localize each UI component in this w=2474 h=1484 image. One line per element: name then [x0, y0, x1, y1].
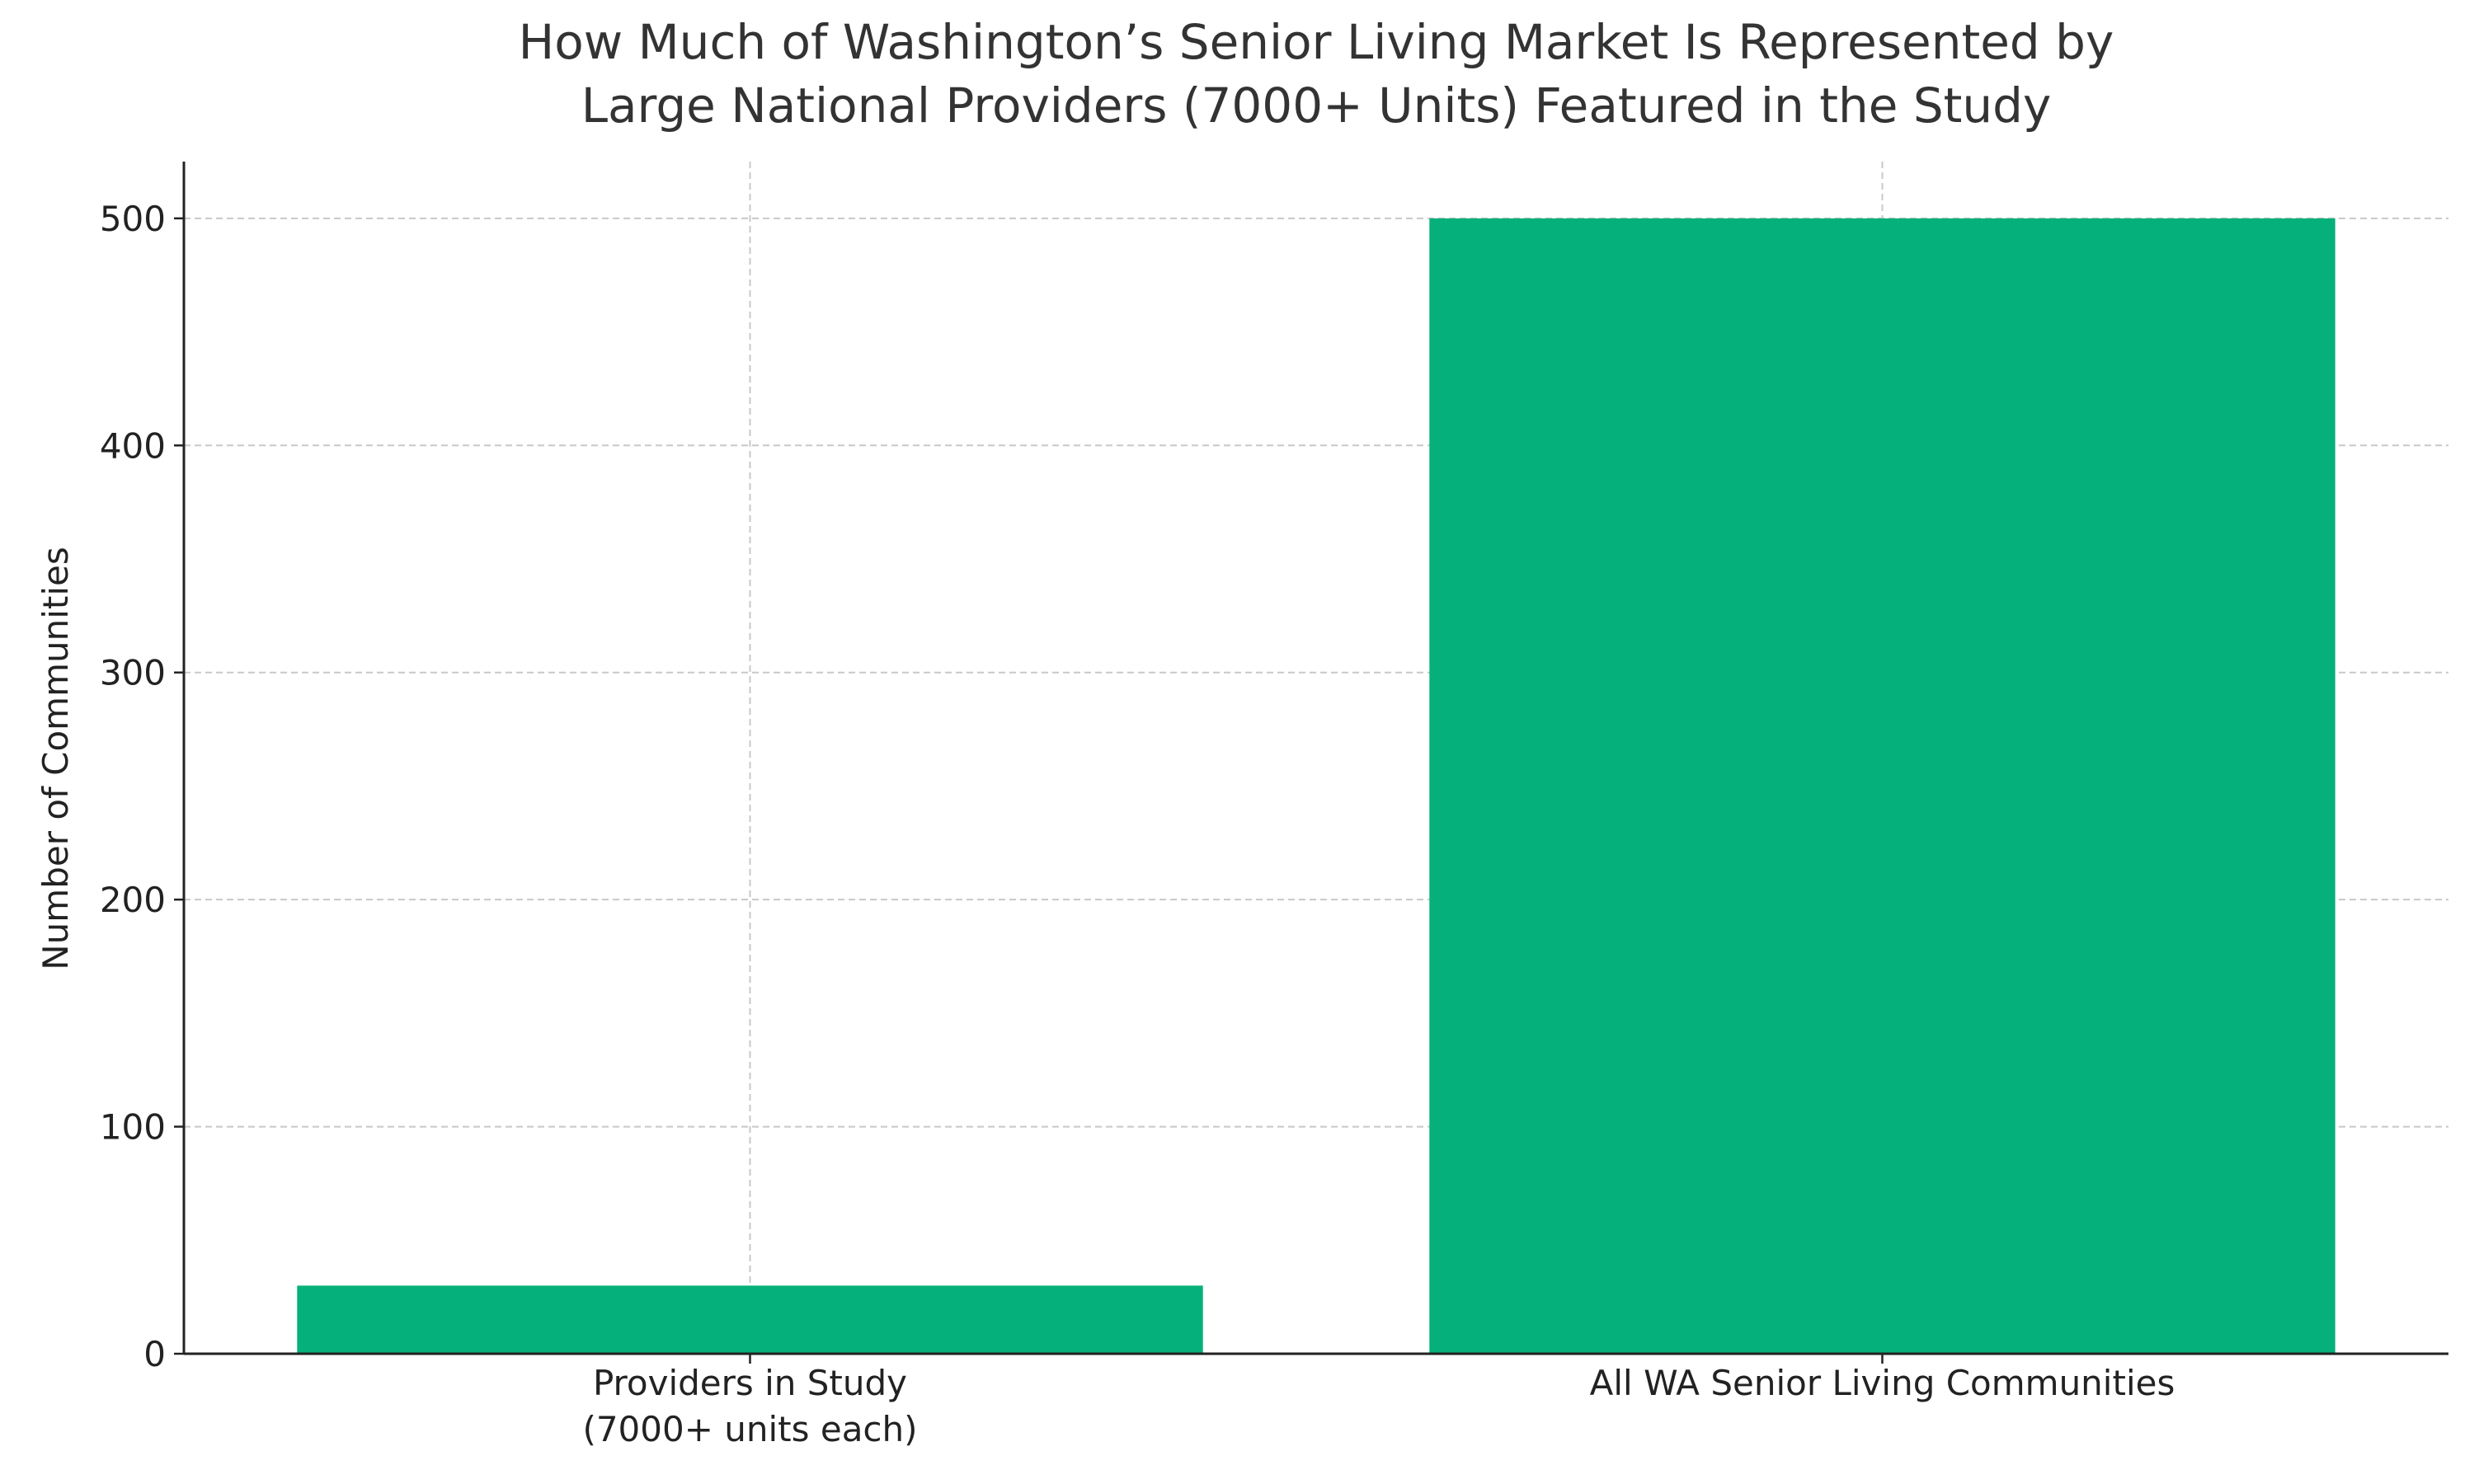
x-tick-label: Providers in Study (7000+ units each) — [582, 1363, 917, 1449]
x-tick-label: All WA Senior Living Communities — [1590, 1363, 2175, 1403]
chart-title: How Much of Washington’s Senior Living M… — [519, 14, 2114, 134]
y-tick-label: 500 — [100, 199, 166, 239]
bar — [1429, 218, 2335, 1354]
y-tick-label: 100 — [100, 1107, 166, 1148]
y-tick-label: 300 — [100, 653, 166, 693]
y-tick-label: 0 — [143, 1334, 166, 1374]
y-tick-label: 400 — [100, 425, 166, 466]
y-tick-label: 200 — [100, 880, 166, 920]
y-axis-label: Number of Communities — [35, 547, 76, 970]
bar — [297, 1285, 1203, 1354]
